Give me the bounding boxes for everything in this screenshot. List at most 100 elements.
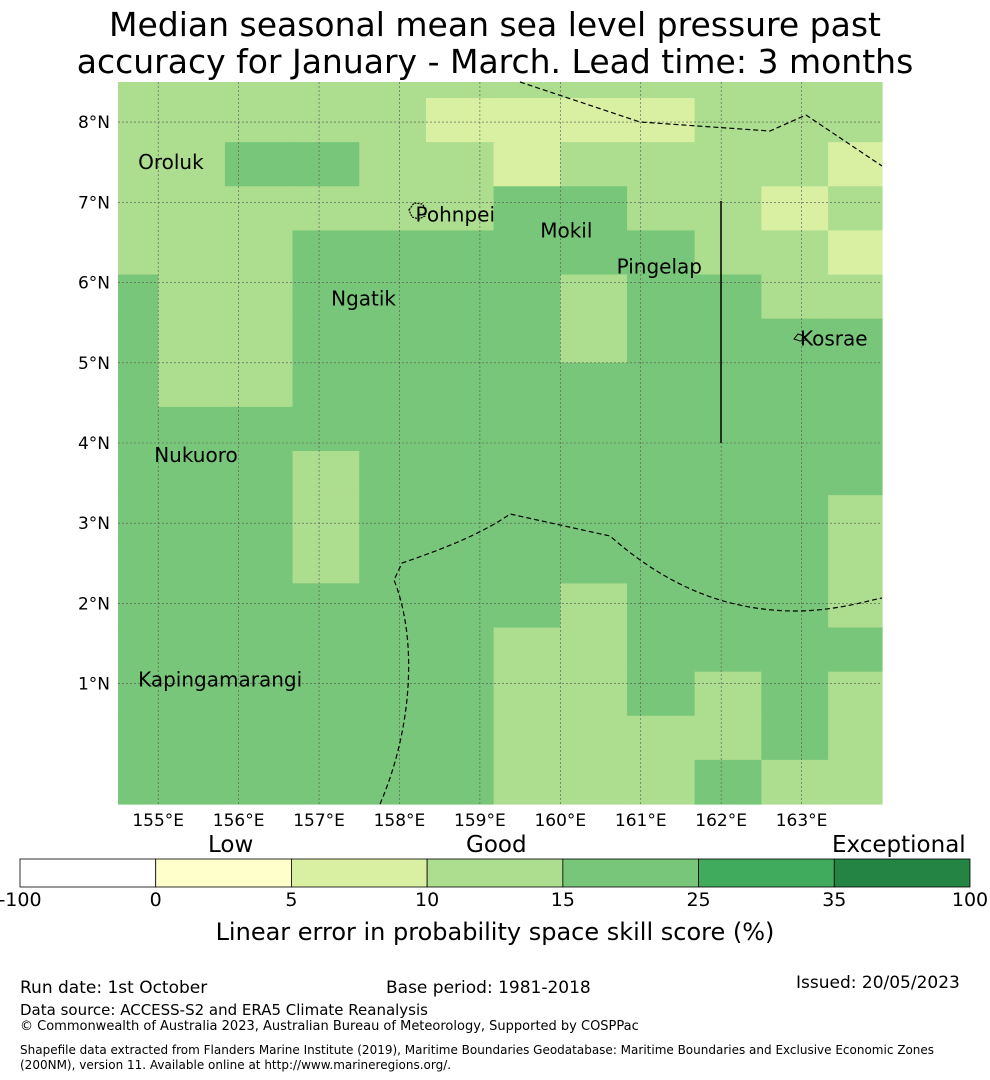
grid-cell <box>694 186 762 232</box>
grid-cell <box>292 495 360 540</box>
grid-cell <box>761 186 829 232</box>
grid-cell <box>694 583 762 629</box>
grid-cell <box>627 98 696 143</box>
grid-cell <box>359 759 427 805</box>
grid-cell <box>158 451 226 496</box>
grid-cell <box>118 583 159 629</box>
grid-cell <box>627 82 696 99</box>
grid-cell <box>426 583 495 629</box>
colorbar-tick-label: 0 <box>149 889 162 911</box>
grid-cell <box>560 318 628 364</box>
grid-cell <box>118 98 159 143</box>
grid-cell <box>627 230 696 276</box>
grid-cell <box>292 715 360 761</box>
grid-cell <box>426 451 495 496</box>
grid-cell <box>224 671 294 717</box>
grid-cell <box>493 451 561 496</box>
grid-cell <box>493 230 561 276</box>
grid-cell <box>828 495 883 540</box>
grid-cell <box>761 230 829 276</box>
latitude-label: 5°N <box>78 354 110 374</box>
grid-cell <box>118 186 159 232</box>
issued-date: Issued: 20/05/2023 <box>796 973 960 993</box>
grid-cell <box>118 715 159 761</box>
axis-labels: 155°E 156°E 157°E 158°E 159°E 160°E 161°E 162°E… <box>78 113 827 831</box>
grid-cell <box>426 715 495 761</box>
grid-cell <box>359 142 427 187</box>
grid-cell <box>493 715 561 761</box>
grid-cell <box>118 230 159 276</box>
grid-cell <box>292 186 360 232</box>
grid-cell <box>359 362 427 408</box>
grid-cell <box>828 98 883 143</box>
grid-cell <box>828 671 883 717</box>
grid-cell <box>158 186 226 232</box>
grid-cell <box>493 186 561 232</box>
longitude-label: 158°E <box>374 811 426 831</box>
grid-cell <box>118 362 159 408</box>
grid-cell <box>560 142 628 187</box>
grid-cell <box>292 230 360 276</box>
grid-cell <box>118 495 159 540</box>
grid-cell <box>828 82 883 99</box>
grid-cell <box>828 142 883 187</box>
colorbar-tick-label: 35 <box>822 889 847 911</box>
grid-cell <box>493 98 561 143</box>
grid-cell <box>224 495 294 540</box>
longitude-label: 156°E <box>213 811 265 831</box>
grid-cell <box>694 82 762 99</box>
grid-cell <box>224 759 294 805</box>
colorbar-tick-label: 100 <box>951 889 989 911</box>
latitude-label: 3°N <box>78 514 110 534</box>
grid-cell <box>426 82 495 99</box>
grid-cell <box>292 318 360 364</box>
grid-cell <box>761 715 829 761</box>
grid-cell <box>359 627 427 673</box>
grid-cell <box>158 98 226 143</box>
grid-cell <box>828 230 883 276</box>
grid-cell <box>359 715 427 761</box>
grid-cell <box>493 671 561 717</box>
grid-cell <box>359 406 427 452</box>
map-title-line-1: Median seasonal mean sea level pressure … <box>109 5 881 44</box>
grid-cell <box>493 318 561 364</box>
run-date: Run date: 1st October <box>20 978 208 998</box>
latitude-label: 8°N <box>78 113 110 133</box>
colorbar <box>19 858 971 888</box>
grid-cell <box>292 759 360 805</box>
grid-cell <box>224 539 294 584</box>
island-outlines <box>408 202 807 342</box>
grid-cell <box>560 715 628 761</box>
grid-cell <box>224 451 294 496</box>
grid-cell <box>118 318 159 364</box>
grid-cell <box>292 98 360 143</box>
grid-cell <box>761 362 829 408</box>
category-good: Good <box>466 832 527 858</box>
map-title: Median seasonal mean sea level pressure … <box>0 6 990 80</box>
grid-cell <box>493 583 561 629</box>
eez-boundary-north <box>519 81 883 167</box>
colorbar-segment <box>291 858 428 888</box>
grid-cell <box>359 318 427 364</box>
grid-cell <box>224 98 294 143</box>
pohnpei-outline <box>408 202 427 220</box>
longitude-label: 163°E <box>776 811 828 831</box>
grid-cell <box>828 186 883 232</box>
grid-cell <box>118 142 159 187</box>
grid-cell <box>560 583 628 629</box>
grid-cell <box>426 274 495 320</box>
grid-cell <box>359 82 427 99</box>
grid-cell <box>627 451 696 496</box>
grid-cell <box>158 82 226 99</box>
grid-cell <box>493 406 561 452</box>
grid-cell <box>118 539 159 584</box>
grid-cell <box>828 583 883 629</box>
data-source: Data source: ACCESS-S2 and ERA5 Climate … <box>20 1001 428 1019</box>
grid-cell <box>426 627 495 673</box>
grid-cell <box>292 583 360 629</box>
base-period: Base period: 1981-2018 <box>386 978 591 998</box>
grid-cell <box>560 539 628 584</box>
grid-cell <box>761 627 829 673</box>
grid-cell <box>158 362 226 408</box>
